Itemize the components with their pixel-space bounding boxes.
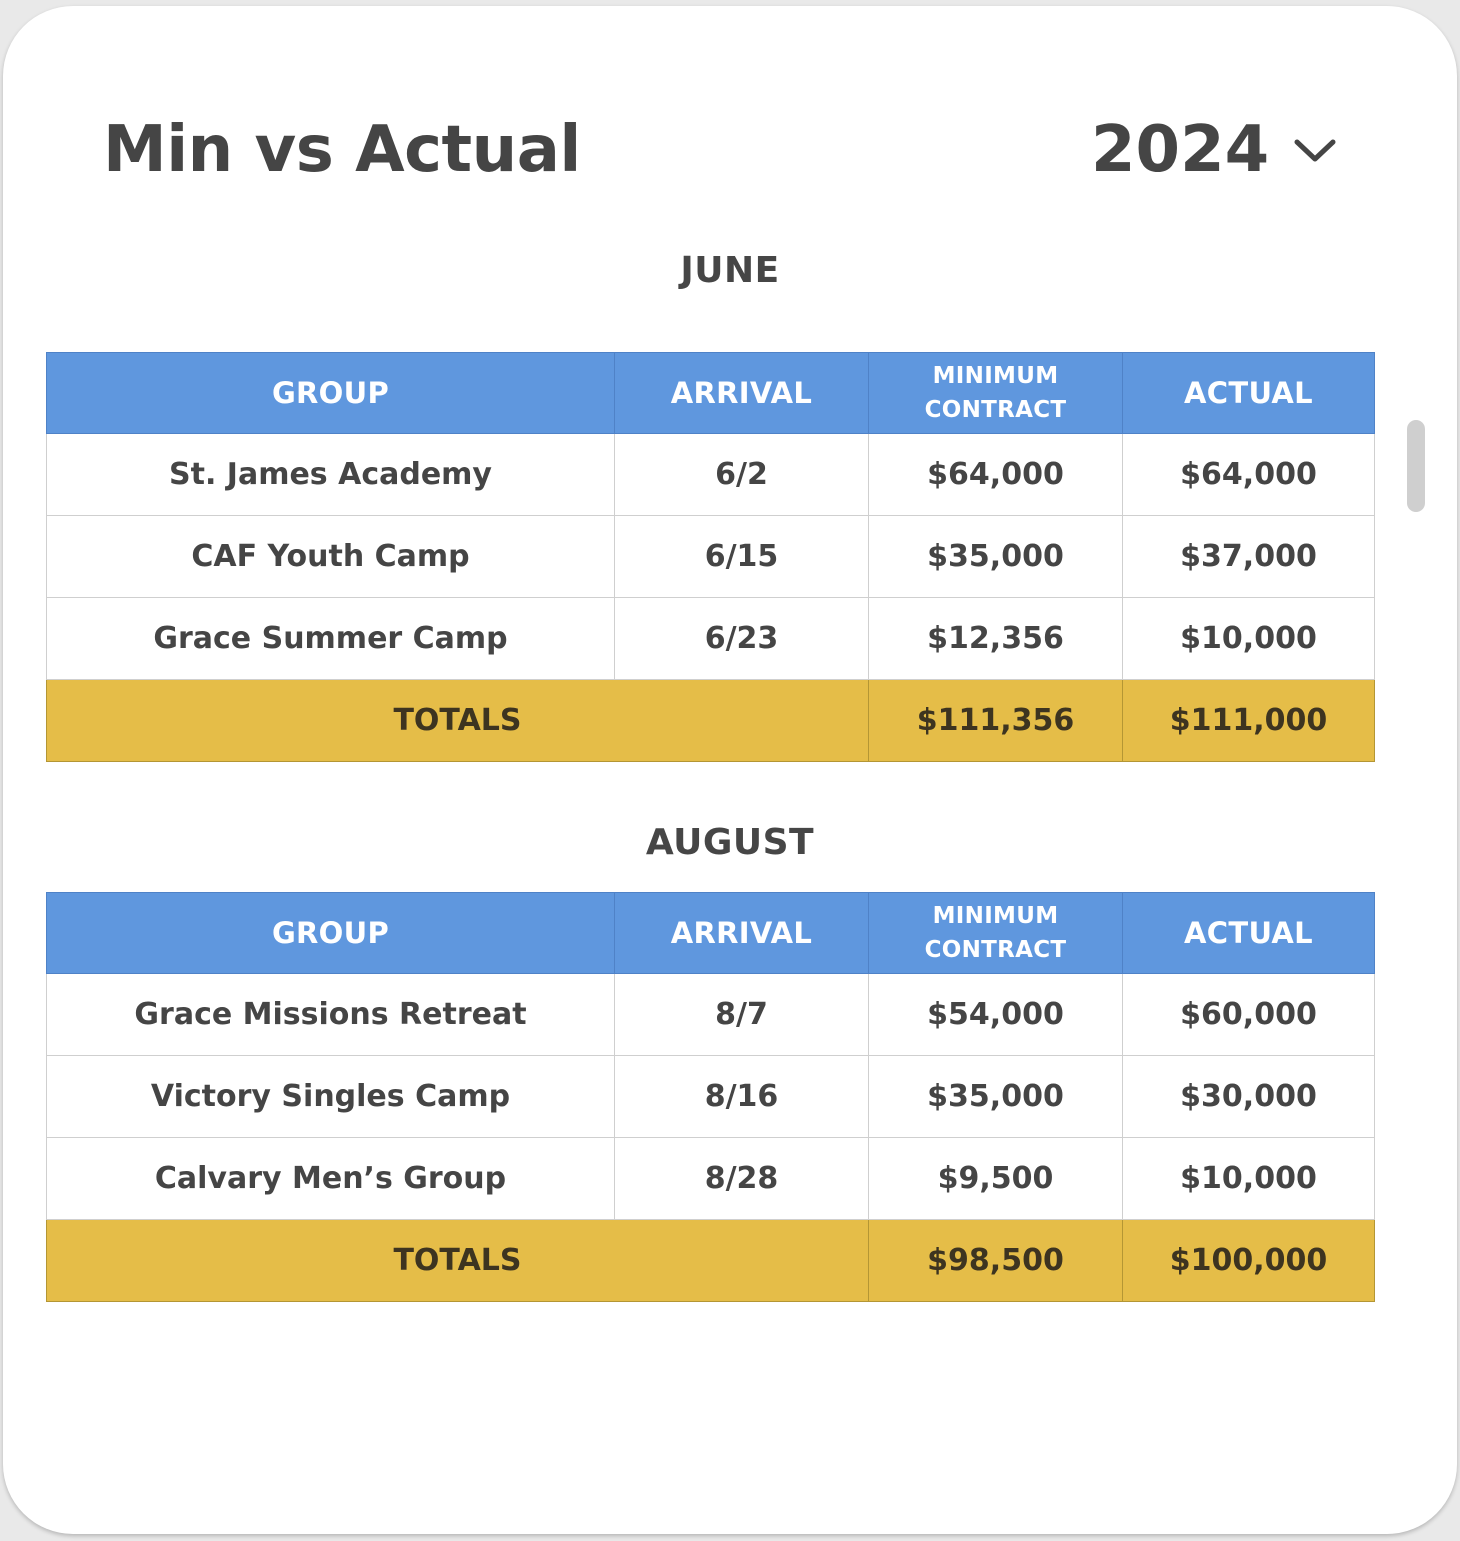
table-row: CAF Youth Camp 6/15 $35,000 $37,000	[46, 515, 1375, 598]
cell-group: Calvary Men’s Group	[46, 1137, 615, 1220]
totals-minimum: $98,500	[868, 1219, 1123, 1302]
col-header-actual: ACTUAL	[1122, 892, 1375, 974]
august-table: GROUP ARRIVAL MINIMUM CONTRACT ACTUAL Gra…	[46, 892, 1375, 1302]
cell-group: Grace Summer Camp	[46, 597, 615, 680]
cell-group: CAF Youth Camp	[46, 515, 615, 598]
min-vs-actual-card: Min vs Actual 2024 JUNE GROUP ARRIVAL MI…	[3, 6, 1457, 1534]
table-row: Calvary Men’s Group 8/28 $9,500 $10,000	[46, 1137, 1375, 1220]
cell-actual: $37,000	[1122, 515, 1375, 598]
totals-minimum: $111,356	[868, 679, 1123, 762]
year-dropdown[interactable]: 2024	[1091, 106, 1337, 194]
cell-arrival: 8/28	[614, 1137, 869, 1220]
cell-group: Victory Singles Camp	[46, 1055, 615, 1138]
col-header-group: GROUP	[46, 352, 615, 434]
header-row: GROUP ARRIVAL MINIMUM CONTRACT ACTUAL	[46, 892, 1375, 974]
cell-minimum: $35,000	[868, 515, 1123, 598]
col-header-arrival: ARRIVAL	[614, 892, 869, 974]
table-row: St. James Academy 6/2 $64,000 $64,000	[46, 433, 1375, 516]
col-header-group: GROUP	[46, 892, 615, 974]
col-header-minimum-contract: MINIMUM CONTRACT	[868, 892, 1123, 974]
cell-arrival: 8/7	[614, 973, 869, 1056]
totals-actual: $100,000	[1122, 1219, 1375, 1302]
cell-actual: $60,000	[1122, 973, 1375, 1056]
cell-arrival: 6/23	[614, 597, 869, 680]
cell-actual: $10,000	[1122, 597, 1375, 680]
col-header-minimum-line2: CONTRACT	[924, 937, 1067, 963]
cell-actual: $64,000	[1122, 433, 1375, 516]
scrollbar-thumb[interactable]	[1407, 420, 1425, 512]
col-header-minimum-line2: CONTRACT	[924, 397, 1067, 423]
totals-label: TOTALS	[46, 1219, 869, 1302]
cell-arrival: 6/15	[614, 515, 869, 598]
col-header-actual: ACTUAL	[1122, 352, 1375, 434]
table-row: Grace Summer Camp 6/23 $12,356 $10,000	[46, 597, 1375, 680]
june-table: GROUP ARRIVAL MINIMUM CONTRACT ACTUAL St.…	[46, 352, 1375, 762]
totals-row: TOTALS $111,356 $111,000	[46, 679, 1375, 762]
col-header-minimum-contract: MINIMUM CONTRACT	[868, 352, 1123, 434]
cell-group: St. James Academy	[46, 433, 615, 516]
cell-minimum: $35,000	[868, 1055, 1123, 1138]
totals-actual: $111,000	[1122, 679, 1375, 762]
col-header-minimum-line1: MINIMUM	[932, 903, 1059, 929]
totals-label: TOTALS	[46, 679, 869, 762]
cell-minimum: $54,000	[868, 973, 1123, 1056]
cell-minimum: $12,356	[868, 597, 1123, 680]
year-value: 2024	[1091, 113, 1270, 187]
month-title-june: JUNE	[680, 250, 780, 291]
cell-actual: $30,000	[1122, 1055, 1375, 1138]
page-title: Min vs Actual	[103, 113, 581, 187]
cell-actual: $10,000	[1122, 1137, 1375, 1220]
chevron-down-icon	[1294, 139, 1336, 162]
totals-row: TOTALS $98,500 $100,000	[46, 1219, 1375, 1302]
col-header-minimum-line1: MINIMUM	[932, 363, 1059, 389]
header-row: GROUP ARRIVAL MINIMUM CONTRACT ACTUAL	[46, 352, 1375, 434]
month-title-august: AUGUST	[645, 822, 815, 863]
cell-minimum: $64,000	[868, 433, 1123, 516]
cell-group: Grace Missions Retreat	[46, 973, 615, 1056]
table-row: Victory Singles Camp 8/16 $35,000 $30,00…	[46, 1055, 1375, 1138]
table-row: Grace Missions Retreat 8/7 $54,000 $60,0…	[46, 973, 1375, 1056]
col-header-arrival: ARRIVAL	[614, 352, 869, 434]
cell-minimum: $9,500	[868, 1137, 1123, 1220]
cell-arrival: 6/2	[614, 433, 869, 516]
cell-arrival: 8/16	[614, 1055, 869, 1138]
